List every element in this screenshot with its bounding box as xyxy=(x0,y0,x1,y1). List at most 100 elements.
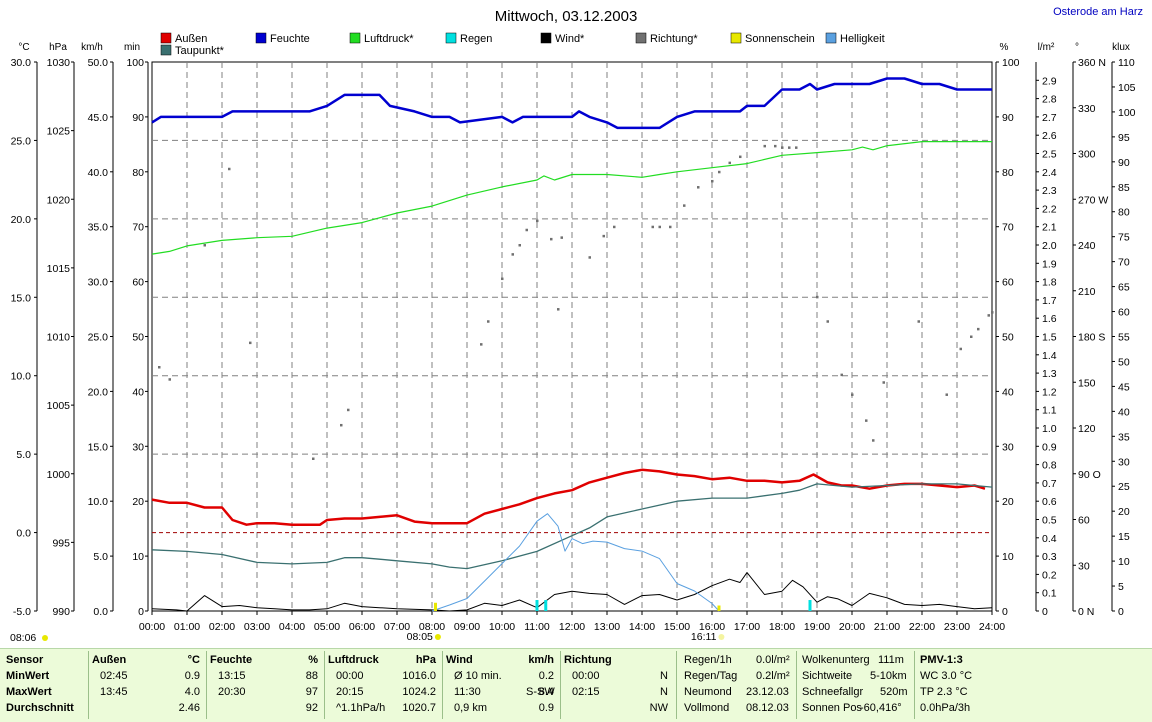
x-tick-label: 17:00 xyxy=(734,621,760,633)
row-value: N xyxy=(660,686,668,698)
direction-dot xyxy=(683,204,686,207)
extra2-label: Sichtweite xyxy=(802,670,853,682)
axis-tick-label: 15.0 xyxy=(88,441,109,453)
table-4: Wind km/h Ø 10 min. 0.2 11:30 S-SW 8.4 0,9 km 0.… xyxy=(446,652,558,716)
direction-dot xyxy=(718,170,721,174)
x-tick-label: 24:00 xyxy=(979,621,1005,633)
axes: °C30.025.020.015.010.05.00.0-5.0hPa10301… xyxy=(11,42,1136,633)
row-label: 13:45 xyxy=(100,686,128,698)
direction-dot xyxy=(203,244,206,247)
axis-tick-label: 30 xyxy=(1078,560,1090,572)
axis-tick-label: 150 xyxy=(1078,377,1096,389)
axis-tick-label: 20 xyxy=(132,496,144,508)
pmv-line: TP 2.3 °C xyxy=(920,686,968,698)
axis-tick-label: 5.0 xyxy=(93,551,108,563)
axis-tick-label: 100 xyxy=(126,57,144,69)
row-value: 88 xyxy=(305,670,318,682)
extra-value: 0.2l/m² xyxy=(756,670,790,682)
direction-dot xyxy=(917,320,920,323)
row-value: NW xyxy=(649,702,668,714)
grid xyxy=(151,61,993,612)
direction-dot xyxy=(347,408,350,412)
axis-tick-label: 1.7 xyxy=(1042,295,1057,307)
axis-tick-label: 100 xyxy=(1002,57,1020,69)
axis-tick-label: 360 N xyxy=(1078,57,1106,69)
direction-dot xyxy=(882,381,885,384)
extra-value: 08.12.03 xyxy=(746,702,789,714)
table-3: Luftdruck hPa 00:00 1016.0 20:15 1024.2 ^1.1hP… xyxy=(328,652,440,716)
x-tick-label: 22:00 xyxy=(909,621,935,633)
axis-tick-label: 110 xyxy=(1118,57,1135,69)
extra2-value: 111m xyxy=(878,654,904,666)
direction-dot xyxy=(865,419,868,422)
row-label: 02:15 xyxy=(572,686,600,698)
row-label: 0,9 km xyxy=(454,702,488,714)
axis-tick-label: 1.8 xyxy=(1042,277,1057,289)
axis-tick-label: 25 xyxy=(1118,481,1130,493)
extra-label: Regen/Tag xyxy=(684,670,738,682)
table-title: Feuchte xyxy=(210,654,253,666)
extra2-label: Wolkenunterg xyxy=(802,654,870,666)
table-title: Wind xyxy=(446,654,473,666)
table-unit: km/h xyxy=(528,654,554,666)
direction-dot xyxy=(158,366,161,369)
legend-label: Luftdruck* xyxy=(364,33,414,45)
direction-dot xyxy=(816,295,819,299)
table-unit: hPa xyxy=(415,654,436,666)
direction-dot xyxy=(959,347,962,351)
row-value: N xyxy=(660,670,668,682)
direction-dot xyxy=(480,343,483,346)
row-value: 2.46 xyxy=(178,702,200,714)
row-dir: S-SW xyxy=(526,686,555,698)
axis-unit-label: ° xyxy=(1075,42,1079,53)
legend-swatch xyxy=(160,32,172,44)
legend-swatch xyxy=(255,32,267,44)
rain-bar xyxy=(808,600,812,611)
direction-dot xyxy=(970,335,973,338)
row-label: 02:45 xyxy=(100,670,128,682)
axis-tick-label: 50 xyxy=(132,332,144,344)
axis-tick-label: 2.2 xyxy=(1042,203,1057,215)
sunshine-bar xyxy=(717,605,721,611)
table-title: Luftdruck xyxy=(328,654,379,666)
direction-dot xyxy=(588,256,591,259)
axis-tick-label: 70 xyxy=(1118,257,1130,269)
axis-tick-label: 95 xyxy=(1118,132,1130,144)
axis-tick-label: 0.8 xyxy=(1042,460,1057,472)
rain-bar xyxy=(544,600,548,611)
axis-tick-label: 2.6 xyxy=(1042,130,1057,142)
legend-label: Regen xyxy=(460,33,492,45)
separator xyxy=(796,651,797,719)
axis-tick-label: 30.0 xyxy=(11,57,32,69)
axis-tick-label: 60 xyxy=(1078,515,1090,527)
axis-tick-label: 0.7 xyxy=(1042,478,1057,490)
axis-tick-label: 80 xyxy=(1002,167,1014,179)
table-1: Außen °C 02:45 0.9 13:45 4.0 2.46 xyxy=(92,652,204,716)
corner-time-label: 08:06 xyxy=(10,632,36,644)
row-value: 0.9 xyxy=(538,702,554,714)
axis-tick-label: 990 xyxy=(52,606,70,618)
axis-tick-label: 1015 xyxy=(47,263,71,275)
axis-tick-label: 20.0 xyxy=(88,386,109,398)
extra-value: 0.0l/m² xyxy=(756,654,790,666)
extra2-label: Schneefallgr xyxy=(802,686,864,698)
direction-dot xyxy=(739,155,742,159)
axis-tick-label: 55 xyxy=(1118,332,1130,344)
axis-tick-label: 0.0 xyxy=(93,606,108,618)
series-line-helligkeit xyxy=(431,513,720,612)
table-title: Außen xyxy=(92,654,127,666)
pmv-line: WC 3.0 °C xyxy=(920,670,973,682)
sun-markers: 08:05 16:11 08:06 xyxy=(10,631,725,644)
axis-tick-label: 20 xyxy=(1002,496,1014,508)
axis-tick-label: 1.3 xyxy=(1042,368,1057,380)
separator xyxy=(324,651,325,719)
axis-tick-label: 0.4 xyxy=(1042,533,1057,545)
axis-tick-label: 40 xyxy=(132,386,144,398)
x-tick-label: 03:00 xyxy=(244,621,270,633)
direction-dot xyxy=(669,225,672,229)
axis-tick-label: 180 S xyxy=(1078,332,1105,344)
x-tick-label: 01:00 xyxy=(174,621,200,633)
axis-tick-label: 0 xyxy=(1118,606,1124,618)
legend-label: Sonnenschein xyxy=(745,33,815,45)
axis-unit-label: hPa xyxy=(49,42,67,53)
